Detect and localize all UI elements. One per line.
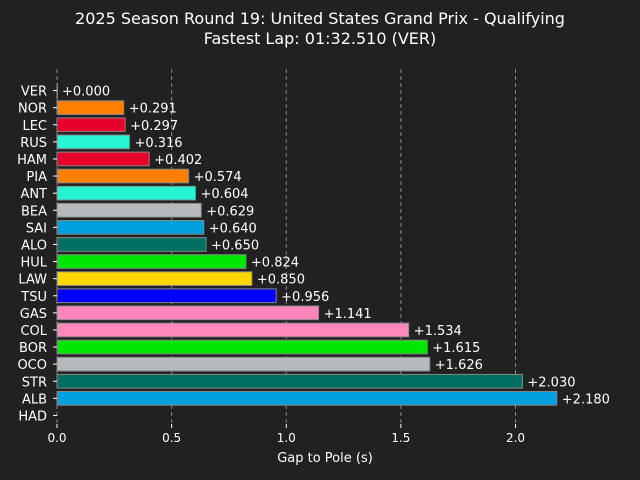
bar-str: [56, 373, 523, 389]
value-label-rus: +0.316: [134, 136, 182, 151]
value-label-pia: +0.574: [194, 170, 242, 185]
y-tick-label: GAS: [20, 307, 47, 322]
y-tick-label: BOR: [19, 341, 47, 356]
bar-ham: [56, 151, 150, 167]
y-tick-label: PIA: [26, 170, 47, 185]
y-tick-label: OCO: [17, 358, 47, 373]
y-tick-label: ANT: [20, 187, 47, 202]
bar-bor: [56, 339, 428, 355]
value-label-nor: +0.291: [129, 102, 177, 117]
y-tick-label: LAW: [18, 273, 47, 288]
value-label-ant: +0.604: [200, 187, 248, 202]
value-label-hul: +0.824: [251, 256, 299, 271]
x-tick-labels: 0.0 0.5 1.0 1.5 2.0: [47, 424, 525, 445]
value-label-lec: +0.297: [130, 119, 178, 134]
bar-sai: [56, 220, 205, 235]
x-tick-label: 0.5: [162, 431, 181, 445]
value-label-alb: +2.180: [562, 392, 610, 407]
y-tick-label: HUL: [20, 256, 47, 271]
y-tick-label: VER: [21, 85, 47, 100]
value-label-gas: +1.141: [324, 307, 372, 322]
value-label-alo: +0.650: [211, 238, 259, 253]
y-tick-label: COL: [20, 324, 47, 339]
chart-title: 2025 Season Round 19: United States Gran…: [75, 9, 565, 28]
x-tick-label: 0.0: [47, 431, 66, 445]
y-tick-labels: VER NOR LEC RUS HAM PIA ANT BEA SAI ALO HUL LAW TSU G…: [17, 85, 57, 424]
bar-nor: [56, 100, 125, 115]
bar-alo: [56, 237, 207, 252]
bar-col: [56, 322, 410, 338]
x-tick-label: 1.0: [277, 431, 296, 445]
bar-law: [56, 271, 253, 286]
value-label-ham: +0.402: [154, 153, 202, 168]
bar-lec: [56, 117, 126, 133]
bar-ver: [56, 83, 58, 98]
bars: [56, 83, 558, 406]
x-tick-label: 1.5: [391, 431, 410, 445]
y-tick-label: TSU: [20, 290, 47, 305]
y-tick-label: SAI: [26, 221, 47, 236]
y-tick-label: ALO: [21, 238, 47, 253]
bar-rus: [56, 134, 130, 150]
value-label-sai: +0.640: [209, 221, 257, 236]
value-label-bor: +1.615: [432, 341, 480, 356]
bar-ant: [56, 185, 196, 201]
bar-tsu: [56, 288, 277, 304]
y-tick-label: NOR: [18, 102, 47, 117]
x-axis-label: Gap to Pole (s): [277, 451, 373, 466]
y-tick-label: RUS: [20, 136, 47, 151]
y-tick-label: HAD: [18, 409, 47, 424]
bar-hul: [56, 254, 247, 269]
bar-value-labels: +0.000 +0.291 +0.297 +0.316 +0.402 +0.574 +0.6…: [62, 85, 610, 408]
y-tick-label: ALB: [22, 392, 47, 407]
value-label-tsu: +0.956: [281, 290, 329, 305]
y-tick-label: BEA: [21, 204, 47, 219]
chart-subtitle: Fastest Lap: 01:32.510 (VER): [204, 29, 437, 48]
value-label-col: +1.534: [414, 324, 462, 339]
bar-gas: [56, 305, 320, 321]
value-label-oco: +1.626: [435, 358, 483, 373]
value-label-ver: +0.000: [62, 85, 110, 100]
bar-oco: [56, 356, 431, 372]
bar-bea: [56, 202, 202, 218]
y-tick-label: HAM: [17, 153, 47, 168]
bar-alb: [56, 391, 558, 406]
value-label-law: +0.850: [257, 273, 305, 288]
x-tick-label: 2.0: [506, 431, 525, 445]
y-tick-label: LEC: [22, 119, 47, 134]
value-label-bea: +0.629: [206, 204, 254, 219]
value-label-str: +2.030: [527, 375, 575, 390]
y-tick-label: STR: [22, 375, 47, 390]
bar-pia: [56, 168, 190, 184]
